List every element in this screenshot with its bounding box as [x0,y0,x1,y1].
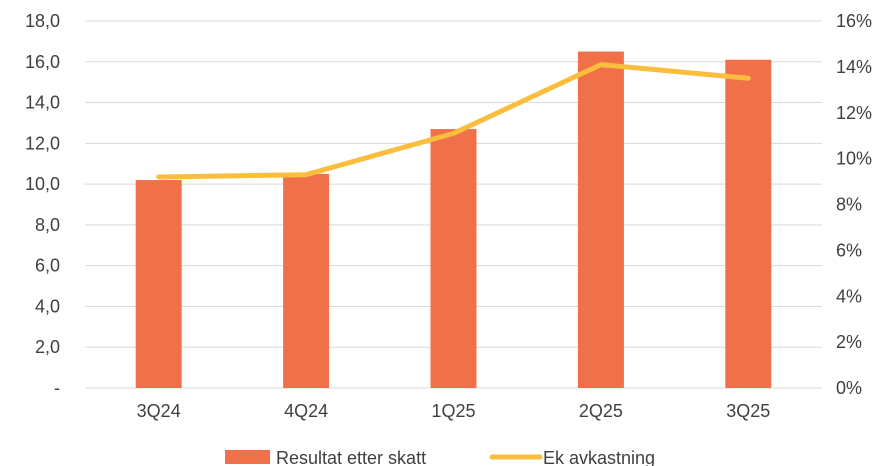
y-right-tick-label: 2% [836,332,862,352]
y-left-tick-label: 6,0 [35,256,60,276]
x-tick-label: 3Q25 [726,401,770,421]
bar [431,129,477,388]
y-right-tick-label: 10% [836,149,872,169]
y-left-tick-label: 4,0 [35,296,60,316]
y-axis-right-labels: 0% 2% 4% 6% 8% 10% 12% 14% 16% [836,11,872,398]
y-left-tick-label: - [54,378,60,398]
y-left-tick-label: 12,0 [25,133,60,153]
y-right-tick-label: 12% [836,103,872,123]
x-tick-label: 1Q25 [431,401,475,421]
bar [578,52,624,388]
bar [283,174,329,388]
y-left-tick-label: 18,0 [25,11,60,31]
x-tick-label: 2Q25 [579,401,623,421]
bar [136,180,182,388]
bar-series [136,52,772,388]
legend-label-bar: Resultat etter skatt [276,448,426,466]
y-left-tick-label: 16,0 [25,52,60,72]
legend: Resultat etter skatt Ek avkastning [225,448,655,466]
y-left-tick-label: 2,0 [35,337,60,357]
y-right-tick-label: 0% [836,378,862,398]
bar [725,60,771,388]
y-right-tick-label: 14% [836,57,872,77]
y-left-tick-label: 14,0 [25,93,60,113]
y-right-tick-label: 16% [836,11,872,31]
y-left-tick-label: 10,0 [25,174,60,194]
y-right-tick-label: 8% [836,195,862,215]
x-axis-labels: 3Q24 4Q24 1Q25 2Q25 3Q25 [137,401,771,421]
x-tick-label: 3Q24 [137,401,181,421]
x-tick-label: 4Q24 [284,401,328,421]
y-right-tick-label: 6% [836,240,862,260]
y-axis-left-labels: - 2,0 4,0 6,0 8,0 10,0 12,0 14,0 16,0 18,0 [25,11,60,398]
legend-swatch-bar [225,450,270,464]
legend-label-line: Ek avkastning [543,448,655,466]
y-left-tick-label: 8,0 [35,215,60,235]
y-right-tick-label: 4% [836,286,862,306]
